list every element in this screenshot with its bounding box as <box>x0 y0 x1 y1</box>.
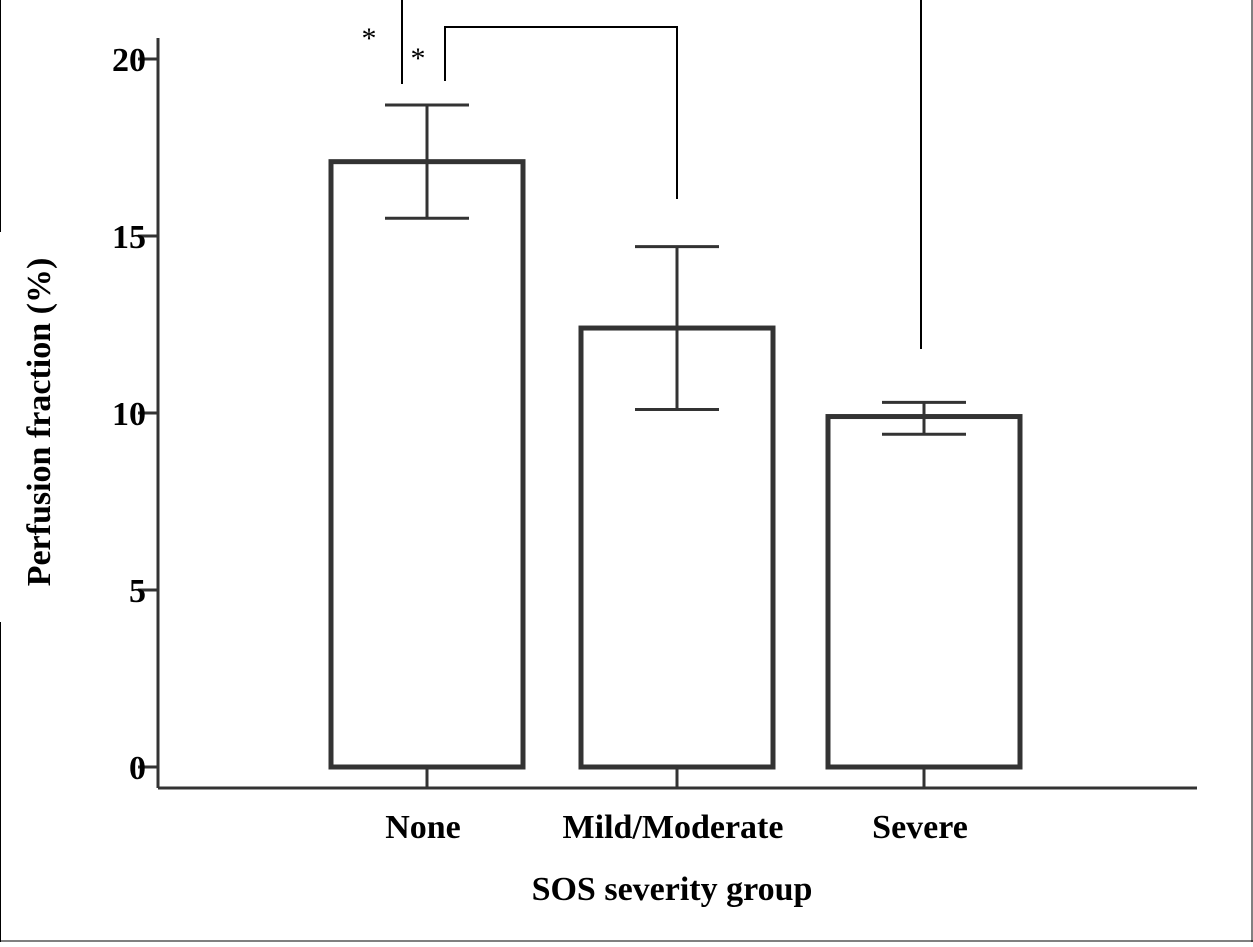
sig-bracket-none-severe <box>401 0 922 349</box>
axes: 0 5 10 15 20 None Mild/Moderate Severe <box>112 38 1197 846</box>
y-axis-title: Perfusion fraction (%) <box>21 258 58 587</box>
bars <box>328 103 1023 770</box>
x-axis-title: SOS severity group <box>532 871 813 908</box>
y-tick-label: 10 <box>112 396 146 433</box>
sig-star-none-mild: * <box>411 42 426 75</box>
x-tick-label: Severe <box>872 809 968 846</box>
y-tick-label: 5 <box>129 573 146 610</box>
x-tick-label: None <box>385 809 461 846</box>
y-tick-label: 15 <box>112 219 146 256</box>
y-tick-label: 0 <box>129 750 146 787</box>
bar <box>328 159 526 770</box>
sig-star-none-severe: * <box>362 22 377 55</box>
bar <box>825 414 1023 770</box>
significance-brackets: ** <box>362 0 922 349</box>
y-tick-label: 20 <box>112 42 146 79</box>
sig-bracket-none-mild <box>444 26 678 199</box>
x-tick-label: Mild/Moderate <box>563 809 784 846</box>
